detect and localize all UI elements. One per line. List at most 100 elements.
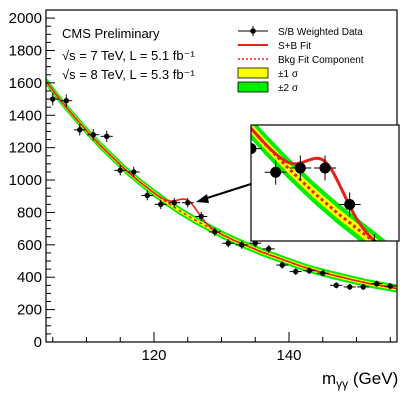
- data-point: [222, 239, 235, 248]
- data-marker: [198, 213, 204, 220]
- data-marker: [266, 246, 272, 252]
- data-point: [235, 240, 248, 249]
- y-tick-label: 0: [34, 334, 42, 351]
- y-tick-label: 1000: [9, 172, 42, 189]
- data-marker: [185, 200, 191, 206]
- legend-box: [237, 81, 269, 93]
- sb-fit-line: [46, 80, 397, 290]
- x-axis-label: mγγ (GeV): [322, 369, 398, 391]
- inset-frame: [250, 124, 400, 242]
- legend-label: ±1 σ: [278, 69, 299, 80]
- data-marker: [90, 132, 96, 138]
- x-label-unit: (GeV): [348, 369, 398, 388]
- data-point: [127, 166, 140, 178]
- data-point: [100, 130, 113, 142]
- y-tick-label: 400: [17, 269, 42, 286]
- data-point: [330, 282, 343, 289]
- legend-label: S/B Weighted Data: [278, 27, 363, 38]
- legend-entry: S/B Weighted Data: [238, 26, 363, 38]
- data-point: [168, 198, 181, 208]
- y-tick-label: 2000: [9, 10, 42, 27]
- inset-data-point: [141, 0, 163, 3]
- inset-uncertainty-bands: [251, 125, 387, 241]
- inset-data-point: [251, 135, 262, 162]
- data-points: [46, 92, 397, 290]
- data-marker: [131, 169, 137, 175]
- data-point: [141, 190, 154, 201]
- data-point: [370, 280, 383, 287]
- y-axis: 0 200 400 600 800 1000 1200 1400 1600 1800 2000: [9, 9, 55, 351]
- data-marker: [104, 133, 110, 140]
- main-plot: 0 200 400 600 800 1000 1200 1400 1600 1800 2000 12…: [9, 9, 398, 364]
- inset-data-point: [264, 159, 287, 185]
- legend-entry: ±1 σ: [237, 67, 299, 80]
- inset-zoom: [141, 0, 400, 286]
- data-marker: [77, 127, 83, 133]
- data-point: [181, 198, 194, 208]
- inset-band-2sigma: [251, 125, 387, 241]
- y-tick-label: 200: [17, 302, 42, 319]
- svg-text:mγγ (GeV): mγγ (GeV): [322, 369, 398, 391]
- legend-label: S+B Fit: [278, 41, 311, 52]
- data-marker: [279, 262, 285, 268]
- data-marker: [320, 270, 326, 276]
- inset-data-marker: [344, 198, 356, 210]
- annotation-cms: CMS Preliminary: [62, 26, 160, 41]
- inset-data-point: [314, 155, 336, 181]
- inset-data-marker: [270, 166, 282, 178]
- legend-entry: S+B Fit: [238, 41, 311, 52]
- inset-data-points: [141, 0, 400, 286]
- data-point: [289, 268, 302, 275]
- data-point: [195, 211, 208, 222]
- x-tick-label: 120: [141, 347, 166, 364]
- x-axis: 120 140: [52, 332, 391, 364]
- x-tick-label: 140: [276, 347, 301, 364]
- data-marker: [387, 283, 393, 289]
- data-point: [303, 267, 316, 275]
- data-point: [343, 284, 356, 290]
- inset-data-point: [388, 265, 400, 286]
- inset-data-point: [166, 0, 188, 7]
- data-marker: [63, 97, 69, 104]
- x-label-sub: γγ: [336, 377, 348, 391]
- y-tick-label: 1600: [9, 75, 42, 92]
- legend-marker: [250, 28, 256, 34]
- legend-entry: Bkg Fit Component: [238, 55, 364, 66]
- data-marker: [293, 268, 299, 275]
- data-point: [87, 129, 100, 141]
- data-marker: [50, 96, 56, 102]
- y-tick-label: 800: [17, 204, 42, 221]
- x-label-main: m: [322, 369, 336, 388]
- data-marker: [347, 284, 353, 290]
- legend-entry: ±2 σ: [237, 81, 299, 94]
- data-point: [357, 284, 370, 290]
- data-point: [60, 94, 73, 107]
- annotations: CMS Preliminary √s = 7 TeV, L = 5.1 fb⁻¹…: [62, 26, 195, 82]
- data-point: [114, 165, 127, 176]
- annotation-8tev: √s = 8 TeV, L = 5.3 fb⁻¹: [62, 67, 195, 82]
- legend-label: Bkg Fit Component: [278, 55, 364, 66]
- data-marker: [117, 167, 123, 174]
- data-marker: [374, 280, 380, 287]
- data-point: [46, 92, 59, 106]
- data-point: [73, 124, 86, 136]
- data-marker: [306, 268, 312, 274]
- signal-plus-background-fit: [46, 80, 397, 290]
- annotation-7tev: √s = 7 TeV, L = 5.1 fb⁻¹: [62, 48, 195, 63]
- inset-data-marker: [251, 143, 257, 155]
- inset-data-point: [289, 155, 312, 181]
- data-point: [208, 227, 221, 237]
- data-point: [276, 261, 289, 269]
- data-point: [154, 199, 167, 210]
- legend-box: [237, 67, 269, 79]
- y-tick-label: 1200: [9, 140, 42, 157]
- y-tick-label: 1400: [9, 107, 42, 124]
- data-marker: [239, 242, 245, 248]
- data-marker: [171, 200, 177, 206]
- y-tick-label: 600: [17, 237, 42, 254]
- inset-data-marker: [294, 162, 306, 174]
- data-marker: [144, 192, 150, 199]
- data-marker: [212, 229, 218, 235]
- data-point: [262, 244, 275, 253]
